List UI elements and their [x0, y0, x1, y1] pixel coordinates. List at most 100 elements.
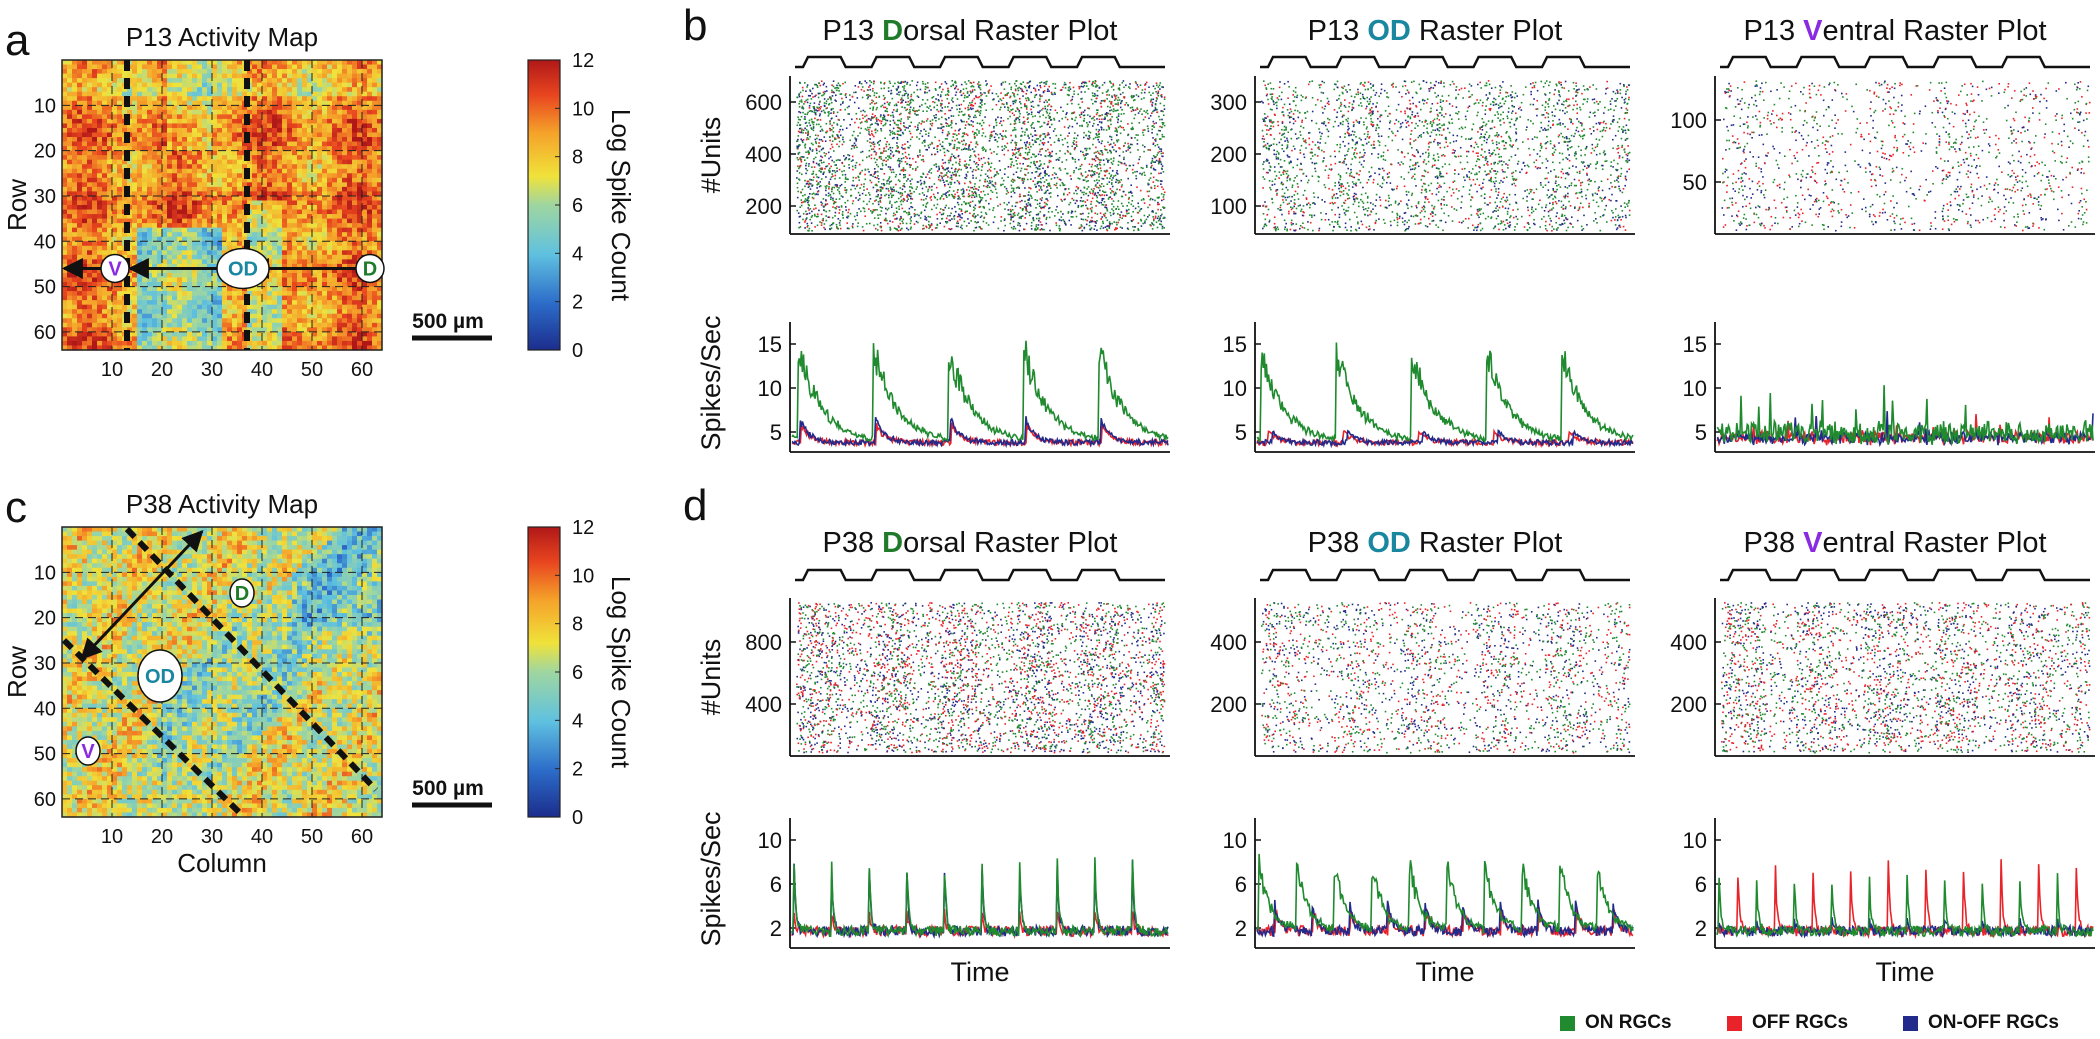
heatmap-cell [247, 69, 253, 75]
heatmap-cell [322, 141, 328, 147]
heatmap-cell [167, 545, 173, 551]
heatmap-cell [327, 327, 333, 333]
heatmap-cell [67, 209, 73, 215]
heatmap-cell [62, 236, 68, 242]
heatmap-cell [192, 105, 198, 111]
heatmap-cell [302, 209, 308, 215]
heatmap-cell [127, 159, 133, 165]
heatmap-cell [277, 331, 283, 338]
heatmap-cell [242, 200, 248, 206]
heatmap-cell [117, 327, 123, 333]
heatmap-cell [352, 340, 358, 347]
heatmap-cell [347, 236, 353, 242]
heatmap-cell [187, 146, 193, 152]
heatmap-cell [157, 60, 163, 66]
heatmap-cell [157, 327, 163, 333]
heatmap-cell [167, 313, 173, 319]
heatmap-cell [352, 159, 358, 165]
heatmap-cell [282, 195, 288, 202]
heatmap-cell [217, 64, 223, 70]
heatmap-cell [87, 73, 93, 79]
heatmap-cell [102, 127, 108, 134]
heatmap-cell [217, 69, 223, 75]
heatmap-cell [102, 82, 108, 88]
heatmap-cell [157, 123, 163, 129]
heatmap-cell [212, 331, 218, 338]
heatmap-cell [307, 87, 313, 93]
heatmap-cell [207, 118, 213, 125]
heatmap-cell [302, 272, 308, 279]
heatmap-cell [82, 168, 88, 174]
heatmap-cell [192, 177, 198, 183]
heatmap-cell [347, 137, 353, 143]
heatmap-cell [67, 272, 73, 279]
heatmap-cell [377, 191, 383, 197]
heatmap-cell [362, 313, 368, 319]
heatmap-cell [207, 127, 213, 134]
heatmap-cell [132, 173, 138, 179]
heatmap-cell [232, 209, 238, 215]
heatmap-cell [102, 150, 108, 156]
heatmap-cell [92, 545, 98, 551]
heatmap-cell [272, 300, 278, 306]
heatmap-cell [272, 205, 278, 211]
heatmap-cell [172, 527, 178, 533]
heatmap-cell [137, 123, 143, 129]
heatmap-cell [292, 245, 298, 251]
heatmap-cell [92, 295, 98, 301]
heatmap-cell [287, 155, 293, 161]
heatmap-cell [282, 96, 288, 102]
heatmap-cell [152, 191, 158, 197]
heatmap-cell [147, 322, 153, 328]
heatmap-cell [142, 173, 148, 179]
heatmap-cell [297, 340, 303, 347]
heatmap-cell [182, 159, 188, 165]
heatmap-cell [287, 286, 293, 292]
heatmap-cell [72, 118, 78, 125]
heatmap-cell [167, 150, 173, 156]
heatmap-cell [377, 146, 383, 152]
heatmap-cell [282, 581, 288, 587]
heatmap-cell [182, 69, 188, 75]
heatmap-cell [172, 300, 178, 306]
heatmap-cell [327, 87, 333, 93]
heatmap-cell [107, 141, 113, 147]
heatmap-cell [322, 286, 328, 292]
heatmap-cell [362, 123, 368, 129]
heatmap-cell [267, 549, 273, 555]
heatmap-cell [187, 159, 193, 165]
heatmap-cell [342, 313, 348, 319]
heatmap-cell [72, 563, 78, 569]
heatmap-cell [162, 205, 168, 211]
heatmap-cell [107, 313, 113, 319]
heatmap-cell [87, 109, 93, 115]
heatmap-cell [87, 60, 93, 66]
heatmap-cell [92, 245, 98, 251]
heatmap-cell [357, 327, 363, 333]
heatmap-cell [82, 123, 88, 129]
heatmap-cell [252, 327, 258, 333]
heatmap-cell [257, 173, 263, 179]
heatmap-cell [162, 336, 168, 342]
heatmap-cell [347, 581, 353, 587]
heatmap-cell [187, 78, 193, 84]
heatmap-cell [182, 241, 188, 247]
heatmap-cell [327, 205, 333, 211]
heatmap-cell [132, 581, 138, 587]
heatmap-cell [122, 182, 128, 188]
heatmap-cell [297, 64, 303, 70]
heatmap-cell [197, 164, 203, 170]
heatmap-cell [217, 304, 223, 310]
heatmap-cell [337, 82, 343, 88]
heatmap-cell [102, 182, 108, 188]
heatmap-cell [142, 309, 148, 315]
heatmap-cell [172, 327, 178, 333]
heatmap-cell [117, 73, 123, 79]
heatmap-cell [337, 549, 343, 555]
heatmap-cell [112, 69, 118, 75]
heatmap-cell [127, 87, 133, 93]
heatmap-cell [347, 141, 353, 147]
heatmap-cell [72, 277, 78, 283]
heatmap-cell [147, 173, 153, 179]
heatmap-cell [367, 141, 373, 147]
